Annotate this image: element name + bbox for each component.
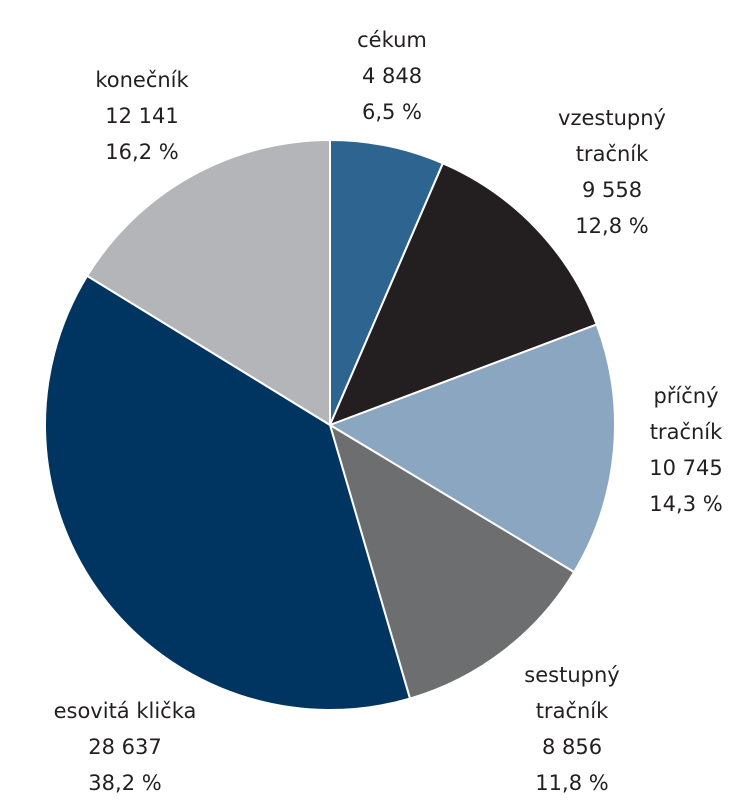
value-label: 12 141 <box>105 104 179 128</box>
slice-label: cékum 4 848 6,5 % <box>332 22 452 130</box>
value-label: 8 856 <box>541 735 603 759</box>
percentage-label: 14,3 % <box>649 492 723 516</box>
slice-label: sestupný tračník 8 856 11,8 % <box>507 657 637 801</box>
wedge <box>328 162 598 427</box>
category-label: cékum <box>357 28 427 52</box>
category-label: sestupný tračník <box>524 663 620 723</box>
category-label: esovitá klička <box>53 699 197 723</box>
wedge <box>44 274 412 711</box>
value-label: 4 848 <box>361 64 423 88</box>
slice-label: příčný tračník 10 745 14,3 % <box>631 378 741 522</box>
slice-label: konečník 12 141 16,2 % <box>72 62 212 170</box>
wedge <box>328 422 576 700</box>
percentage-label: 38,2 % <box>88 771 162 795</box>
value-label: 9 558 <box>581 178 643 202</box>
category-label: konečník <box>95 68 189 92</box>
percentage-label: 12,8 % <box>575 214 649 238</box>
value-label: 10 745 <box>649 456 723 480</box>
slice-label: esovitá klička 28 637 38,2 % <box>15 693 235 801</box>
wedge <box>329 138 445 426</box>
value-label: 28 637 <box>88 735 162 759</box>
wedge <box>85 138 331 427</box>
category-label: vzestupný tračník <box>558 106 666 166</box>
wedge <box>327 323 616 574</box>
slice-label: vzestupný tračník 9 558 12,8 % <box>542 100 682 244</box>
percentage-label: 16,2 % <box>105 140 179 164</box>
category-label: příčný tračník <box>649 384 723 444</box>
percentage-label: 11,8 % <box>535 771 609 795</box>
percentage-label: 6,5 % <box>361 100 423 124</box>
